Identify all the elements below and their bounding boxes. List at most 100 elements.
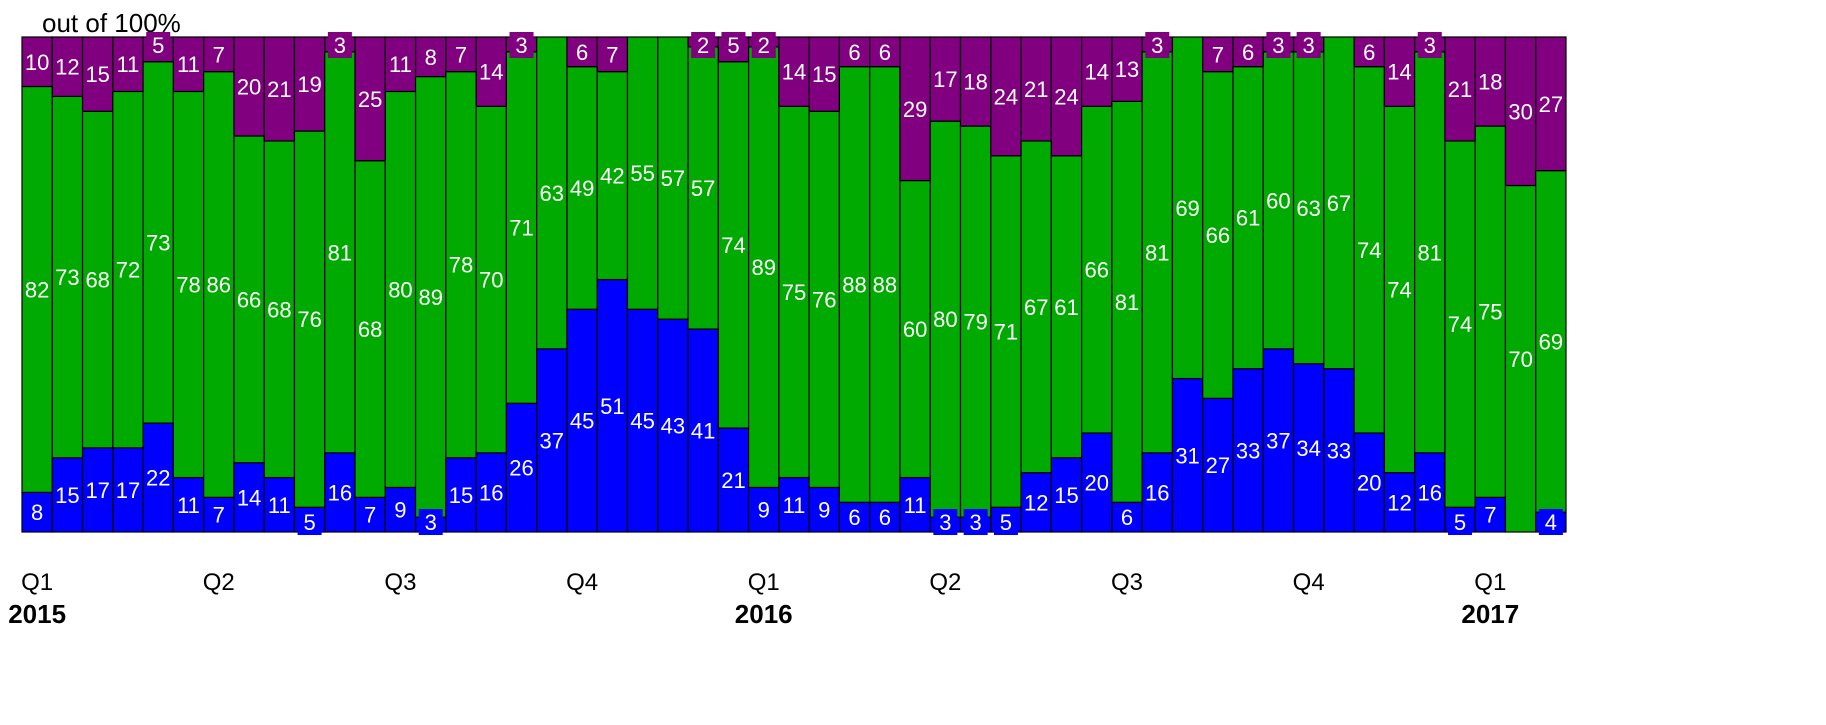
data-labels-group: 8821015731217681517721122735117811786714… bbox=[25, 32, 1563, 535]
data-label-blue: 37 bbox=[540, 428, 564, 453]
bar-segment-green bbox=[1474, 125, 1507, 498]
data-label-green: 63 bbox=[540, 181, 564, 206]
data-label-green: 72 bbox=[116, 258, 140, 283]
data-label-blue: 15 bbox=[1054, 483, 1078, 508]
data-label-purple: 6 bbox=[1363, 40, 1375, 65]
bar-segment-green bbox=[1081, 105, 1113, 434]
data-label-purple: 8 bbox=[425, 45, 437, 70]
data-label-purple: 18 bbox=[963, 70, 987, 95]
bar-segment-purple bbox=[808, 36, 841, 112]
data-label-blue: 17 bbox=[85, 478, 109, 503]
data-label-badge bbox=[1296, 32, 1321, 58]
data-label-green: 61 bbox=[1054, 295, 1078, 320]
data-label-blue: 11 bbox=[268, 493, 291, 518]
data-label-purple: 14 bbox=[479, 60, 503, 85]
bar-segment-purple bbox=[929, 36, 962, 122]
bar-segment-blue bbox=[1020, 472, 1052, 533]
bar-segment-purple bbox=[51, 36, 84, 98]
data-label-green: 76 bbox=[297, 307, 321, 332]
bar-segment-green bbox=[808, 110, 841, 489]
data-label-purple: 17 bbox=[933, 67, 957, 92]
data-label-green: 89 bbox=[418, 285, 442, 310]
data-label-blue: 5 bbox=[1454, 510, 1466, 535]
data-label-purple: 24 bbox=[1054, 84, 1078, 109]
bar-segment-green bbox=[445, 71, 477, 459]
bar-segment-blue bbox=[869, 501, 901, 533]
x-tick-label-quarter: Q1 bbox=[1474, 569, 1506, 596]
bar-segment-green bbox=[1323, 36, 1355, 370]
data-label-purple: 6 bbox=[1242, 40, 1254, 65]
bar-segment-purple bbox=[233, 36, 265, 137]
data-label-purple: 18 bbox=[1478, 70, 1502, 95]
bar-segment-green bbox=[990, 155, 1022, 508]
data-label-blue: 3 bbox=[939, 510, 951, 535]
x-tick-label-quarter: Q3 bbox=[1111, 569, 1143, 596]
data-label-badge bbox=[691, 32, 716, 58]
bar-segment-purple bbox=[293, 36, 326, 132]
data-label-blue: 5 bbox=[1000, 510, 1012, 535]
data-label-blue: 6 bbox=[879, 505, 891, 530]
x-tick-label-quarter: Q4 bbox=[566, 569, 598, 596]
data-label-green: 75 bbox=[782, 280, 806, 305]
data-label-purple: 11 bbox=[389, 52, 412, 77]
bar-segment-green bbox=[1535, 170, 1567, 513]
x-tick-label-quarter: Q1 bbox=[748, 569, 780, 596]
data-label-blue: 20 bbox=[1357, 471, 1381, 496]
data-label-purple: 6 bbox=[576, 40, 588, 65]
data-label-purple: 13 bbox=[1115, 57, 1139, 82]
bar-segment-purple bbox=[172, 36, 205, 93]
bar-segment-green bbox=[293, 130, 326, 508]
data-label-green: 60 bbox=[903, 317, 927, 342]
data-label-purple: 3 bbox=[515, 33, 527, 58]
bar-segment-purple bbox=[475, 36, 507, 107]
bar-segment-green bbox=[657, 36, 689, 320]
data-label-green: 63 bbox=[1296, 196, 1320, 221]
data-label-green: 74 bbox=[1357, 238, 1381, 263]
bar-segment-green bbox=[536, 36, 568, 350]
data-label-blue: 6 bbox=[1121, 505, 1133, 530]
data-label-green: 82 bbox=[25, 277, 49, 302]
data-label-green: 88 bbox=[873, 273, 897, 298]
bar-segment-green bbox=[505, 51, 538, 404]
bar-segment-purple bbox=[1202, 36, 1234, 73]
bar-segment-green bbox=[475, 105, 507, 454]
data-label-blue: 16 bbox=[328, 480, 352, 505]
bar-segment-purple bbox=[414, 36, 447, 78]
bar-segment-purple bbox=[1353, 36, 1385, 68]
data-label-purple: 21 bbox=[1448, 77, 1472, 102]
bar-segment-purple bbox=[838, 36, 871, 68]
bar-segment-purple bbox=[354, 36, 386, 162]
data-label-purple: 6 bbox=[848, 40, 860, 65]
x-tick-label-year: 2016 bbox=[735, 599, 793, 629]
bar-segment-purple bbox=[1535, 36, 1567, 172]
bar-segment-blue bbox=[1171, 377, 1204, 533]
data-label-purple: 7 bbox=[213, 42, 225, 67]
data-label-purple: 2 bbox=[758, 33, 770, 58]
data-label-green: 57 bbox=[691, 176, 715, 201]
data-label-green: 73 bbox=[146, 230, 170, 255]
x-axis: Q1 Q2 Q3 Q4 Q1 Q2 Q3 Q4 Q1 2015 2016 2017 bbox=[8, 569, 1519, 629]
bar-segment-blue bbox=[747, 486, 780, 533]
bar-segment-green bbox=[172, 90, 205, 479]
bar-segment-purple bbox=[959, 36, 992, 127]
bar-segment-green bbox=[1020, 140, 1052, 474]
x-tick-label-quarter: Q3 bbox=[384, 569, 416, 596]
data-label-green: 78 bbox=[176, 273, 200, 298]
data-label-blue: 11 bbox=[904, 493, 927, 518]
data-label-purple: 12 bbox=[55, 55, 79, 80]
bar-segment-green bbox=[1444, 140, 1476, 508]
bar-segment-green bbox=[566, 66, 598, 310]
data-label-green: 60 bbox=[1266, 188, 1290, 213]
data-label-green: 49 bbox=[570, 176, 594, 201]
bar-segment-green bbox=[384, 90, 417, 489]
data-label-blue: 37 bbox=[1266, 428, 1290, 453]
data-label-blue: 33 bbox=[1327, 438, 1351, 463]
data-label-blue: 17 bbox=[116, 478, 140, 503]
data-label-blue: 22 bbox=[146, 466, 170, 491]
bar-segment-purple bbox=[1474, 36, 1507, 127]
data-label-blue: 27 bbox=[1206, 453, 1230, 478]
data-label-green: 81 bbox=[1418, 240, 1442, 265]
bar-segment-green bbox=[263, 140, 296, 479]
data-label-badge bbox=[327, 32, 352, 58]
